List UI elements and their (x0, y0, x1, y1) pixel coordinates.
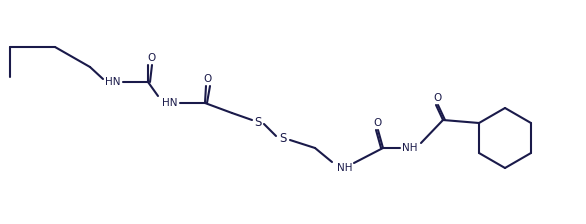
Text: S: S (280, 131, 287, 144)
Text: O: O (373, 118, 381, 128)
Text: O: O (204, 74, 212, 84)
Text: HN: HN (162, 98, 178, 108)
Text: HN: HN (105, 77, 121, 87)
Text: NH: NH (402, 143, 418, 153)
Text: NH: NH (338, 163, 353, 173)
Text: O: O (147, 53, 155, 63)
Text: S: S (254, 116, 262, 129)
Text: O: O (433, 93, 441, 103)
